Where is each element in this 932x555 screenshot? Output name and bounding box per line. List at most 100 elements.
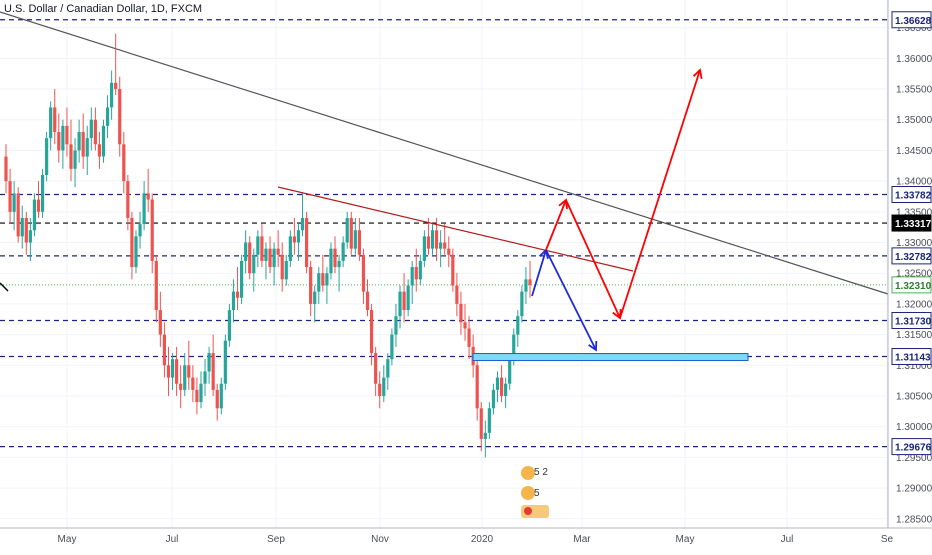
candles-layer bbox=[4, 33, 532, 458]
candle-body bbox=[32, 199, 37, 231]
x-tick-label: May bbox=[676, 534, 695, 545]
candle bbox=[365, 279, 370, 317]
candle bbox=[61, 119, 65, 169]
y-tick-label: 1.35500 bbox=[896, 85, 932, 96]
candle bbox=[406, 279, 410, 317]
candle bbox=[105, 95, 110, 139]
y-tick-label: 1.33000 bbox=[896, 238, 932, 249]
candle bbox=[170, 353, 175, 390]
candle-body bbox=[325, 273, 329, 286]
candle-body bbox=[158, 310, 162, 335]
candle-body bbox=[365, 291, 370, 311]
price-label-box bbox=[891, 276, 932, 294]
y-tick-label: 1.34000 bbox=[896, 177, 932, 188]
candle-body bbox=[4, 156, 8, 182]
candle-body bbox=[418, 260, 422, 280]
red-up-arrow-2-head bbox=[692, 68, 703, 80]
candle bbox=[166, 346, 171, 396]
candle bbox=[341, 236, 345, 268]
candle bbox=[495, 371, 500, 403]
event-count: 5 2 bbox=[534, 467, 548, 478]
candle-body bbox=[284, 260, 288, 280]
candle-body bbox=[451, 254, 455, 286]
candle-body bbox=[114, 82, 118, 90]
x-tick-label: Jul bbox=[166, 534, 179, 545]
candle bbox=[81, 113, 85, 169]
candle bbox=[118, 76, 122, 157]
candle bbox=[479, 402, 483, 452]
y-tick-label: 1.31500 bbox=[896, 330, 932, 341]
candle bbox=[244, 230, 248, 274]
candle-body bbox=[300, 217, 305, 231]
candle bbox=[398, 285, 402, 329]
candle bbox=[57, 113, 61, 163]
candle bbox=[40, 168, 45, 218]
candle bbox=[223, 334, 227, 390]
candle-body bbox=[276, 248, 280, 255]
resistance-line bbox=[277, 186, 634, 272]
red-up-arrow-2 bbox=[619, 68, 703, 319]
candle bbox=[235, 267, 240, 311]
candle bbox=[467, 316, 471, 360]
x-tick-label: Jul bbox=[781, 534, 794, 545]
candle-body bbox=[162, 334, 167, 366]
candle-body bbox=[28, 230, 32, 243]
price-label-box bbox=[891, 214, 932, 232]
candle bbox=[49, 101, 53, 151]
y-tick-label: 1.33500 bbox=[896, 207, 932, 218]
candle bbox=[378, 371, 382, 409]
price-label: 1.31143 bbox=[891, 348, 932, 366]
candle-body bbox=[146, 193, 150, 200]
candle bbox=[146, 168, 150, 212]
candle-body bbox=[73, 150, 77, 169]
candle bbox=[158, 291, 162, 347]
candle bbox=[16, 187, 20, 243]
candle-body bbox=[504, 383, 508, 396]
candle-body bbox=[187, 365, 191, 378]
candle-body bbox=[374, 353, 378, 384]
candle-body bbox=[447, 248, 451, 255]
candle bbox=[451, 248, 455, 292]
price-label-box bbox=[891, 348, 932, 366]
candle bbox=[321, 254, 325, 292]
candle-body bbox=[256, 236, 260, 255]
candle-body bbox=[105, 107, 110, 126]
price-axis-bg bbox=[888, 0, 932, 550]
candle-body bbox=[207, 353, 211, 372]
candle bbox=[528, 260, 532, 298]
candle bbox=[418, 254, 422, 286]
candle-body bbox=[183, 365, 187, 390]
x-tick-label: May bbox=[58, 534, 77, 545]
price-axis: 1.28500 1.29000 1.29500 1.30000 1.30500 1.310… bbox=[887, 0, 932, 550]
candle-body bbox=[191, 377, 195, 390]
red-down-arrow bbox=[565, 199, 622, 320]
candle bbox=[203, 359, 207, 396]
candle bbox=[280, 242, 284, 292]
candle-body bbox=[512, 334, 516, 360]
candle-body bbox=[45, 138, 49, 175]
candle-body bbox=[455, 285, 459, 304]
candle-body bbox=[516, 316, 520, 335]
candle-body bbox=[235, 291, 240, 298]
x-tick-label: Mar bbox=[573, 534, 591, 545]
candle bbox=[227, 303, 232, 347]
y-tick-label: 1.29500 bbox=[896, 453, 932, 464]
candle bbox=[459, 291, 463, 335]
candle-body bbox=[24, 217, 28, 243]
candle bbox=[504, 377, 508, 409]
candle-body bbox=[483, 432, 487, 439]
candle bbox=[231, 279, 236, 323]
candle bbox=[313, 285, 317, 323]
candle-body bbox=[215, 389, 219, 409]
candle-body bbox=[520, 291, 524, 317]
candle bbox=[122, 132, 126, 194]
candle bbox=[195, 377, 199, 415]
candle-body bbox=[166, 365, 171, 378]
candle-body bbox=[227, 310, 232, 341]
candle-body bbox=[398, 291, 402, 317]
candle bbox=[288, 230, 292, 268]
candle-body bbox=[524, 279, 528, 292]
y-tick-label: 1.34500 bbox=[896, 146, 932, 157]
